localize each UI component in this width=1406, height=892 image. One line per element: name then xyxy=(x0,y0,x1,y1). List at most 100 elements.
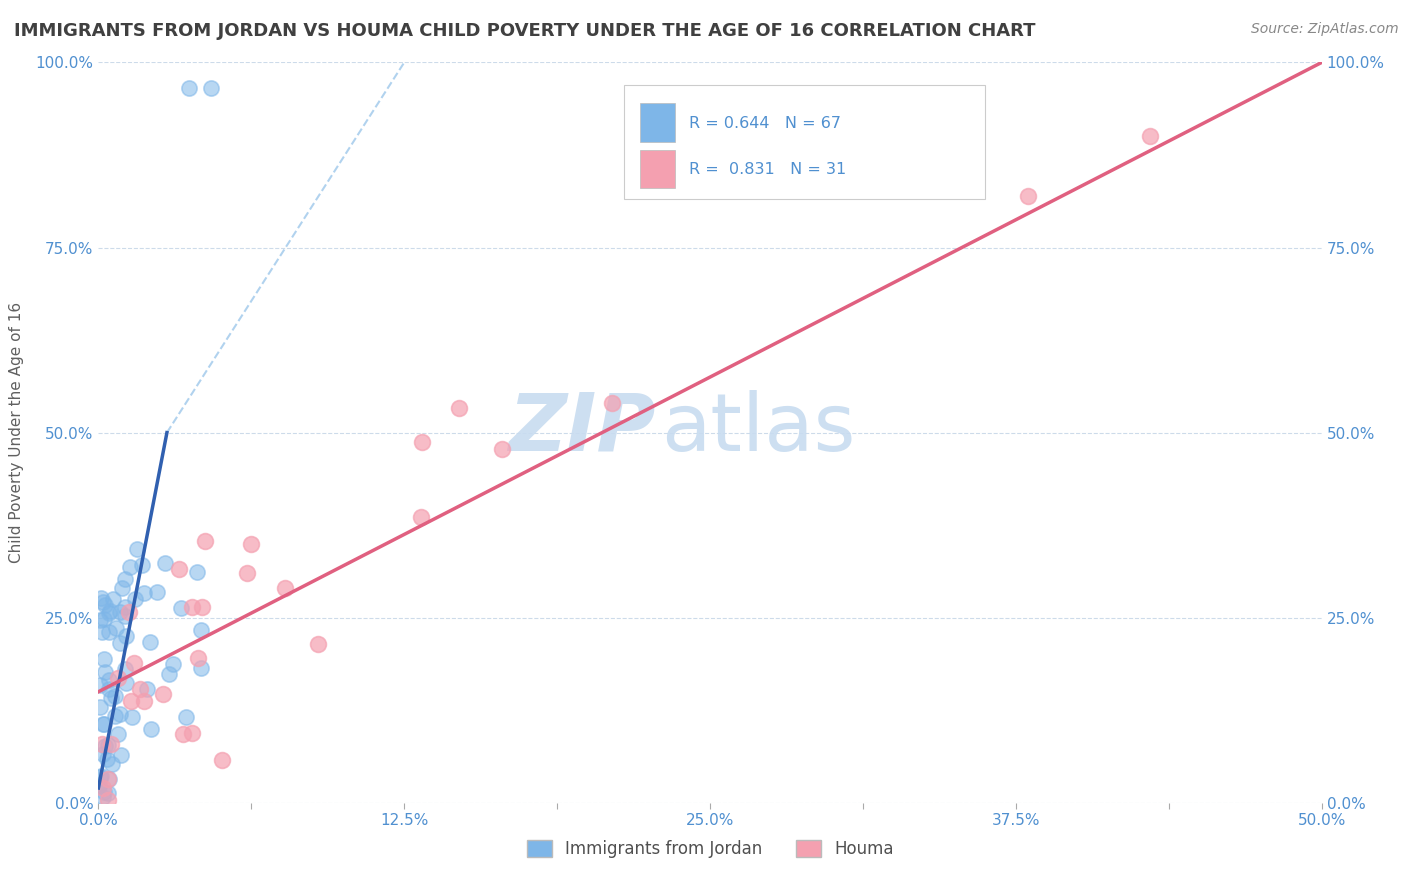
Point xyxy=(93,790,115,805)
Legend: Immigrants from Jordan, Houma: Immigrants from Jordan, Houma xyxy=(520,833,900,865)
Text: R = 0.644   N = 67: R = 0.644 N = 67 xyxy=(689,116,841,130)
Point xyxy=(411,434,433,449)
Point xyxy=(1017,188,1039,202)
Point xyxy=(125,541,148,556)
Point xyxy=(1139,129,1161,144)
Point xyxy=(101,757,124,772)
Point xyxy=(89,678,111,692)
Point xyxy=(447,401,470,415)
Point xyxy=(93,652,115,666)
Point xyxy=(98,673,121,688)
Point xyxy=(132,586,155,600)
Point xyxy=(146,585,169,599)
Point xyxy=(108,635,131,649)
Point xyxy=(162,657,184,672)
Point xyxy=(104,708,127,723)
Point xyxy=(153,557,176,571)
Point xyxy=(108,605,131,619)
Point xyxy=(129,681,152,696)
Bar xyxy=(640,150,675,188)
Point xyxy=(91,624,114,639)
Point xyxy=(91,595,114,609)
Bar xyxy=(640,103,675,142)
Point xyxy=(131,558,153,572)
Point xyxy=(107,727,129,741)
Point xyxy=(98,607,121,621)
Point xyxy=(136,681,159,696)
Point xyxy=(94,739,117,754)
Point xyxy=(114,573,136,587)
Point xyxy=(96,752,118,766)
Point xyxy=(97,738,120,752)
Point xyxy=(90,769,112,783)
Point xyxy=(114,662,136,676)
Point xyxy=(491,442,513,456)
Point xyxy=(89,613,111,627)
Text: ZIP: ZIP xyxy=(508,390,655,468)
Y-axis label: Child Poverty Under the Age of 16: Child Poverty Under the Age of 16 xyxy=(10,302,24,563)
Point xyxy=(114,599,136,614)
Point xyxy=(94,598,117,612)
Point xyxy=(97,793,120,807)
Point xyxy=(115,629,138,643)
Point xyxy=(97,772,120,786)
Point xyxy=(187,651,209,665)
Point xyxy=(186,565,208,579)
Point xyxy=(236,566,259,581)
Point xyxy=(89,699,111,714)
Point xyxy=(172,727,194,741)
Text: IMMIGRANTS FROM JORDAN VS HOUMA CHILD POVERTY UNDER THE AGE OF 16 CORRELATION CH: IMMIGRANTS FROM JORDAN VS HOUMA CHILD PO… xyxy=(14,22,1036,40)
Point xyxy=(93,785,115,799)
Point xyxy=(110,706,132,721)
Point xyxy=(152,687,174,701)
Point xyxy=(104,689,127,703)
FancyBboxPatch shape xyxy=(624,85,986,200)
Point xyxy=(157,667,180,681)
Point xyxy=(600,396,623,410)
Point xyxy=(177,81,200,95)
Point xyxy=(120,694,142,708)
Point xyxy=(94,665,117,680)
Text: atlas: atlas xyxy=(661,390,855,468)
Point xyxy=(174,709,197,723)
Point xyxy=(139,635,162,649)
Point xyxy=(120,560,142,574)
Text: R =  0.831   N = 31: R = 0.831 N = 31 xyxy=(689,162,846,178)
Point xyxy=(93,717,115,731)
Point xyxy=(107,671,129,685)
Point xyxy=(97,624,120,639)
Point xyxy=(139,723,162,737)
Point xyxy=(101,591,124,606)
Point xyxy=(97,786,120,800)
Point xyxy=(90,737,112,751)
Point xyxy=(181,600,204,615)
Point xyxy=(118,605,141,619)
Point xyxy=(89,778,111,792)
Point xyxy=(169,562,191,576)
Point xyxy=(190,623,212,637)
Point xyxy=(115,676,138,690)
Point xyxy=(200,81,222,95)
Point xyxy=(91,780,114,795)
Point xyxy=(191,600,214,615)
Point xyxy=(124,591,146,606)
Point xyxy=(211,753,233,767)
Point xyxy=(274,582,297,596)
Point xyxy=(100,691,122,706)
Text: Source: ZipAtlas.com: Source: ZipAtlas.com xyxy=(1251,22,1399,37)
Point xyxy=(307,637,329,651)
Point xyxy=(411,510,433,524)
Point xyxy=(98,604,121,618)
Point xyxy=(180,726,202,740)
Point xyxy=(194,534,217,549)
Point xyxy=(93,612,115,626)
Point xyxy=(91,716,114,731)
Point xyxy=(93,747,115,761)
Point xyxy=(100,737,122,751)
Point xyxy=(97,681,120,696)
Point xyxy=(134,694,156,708)
Point xyxy=(114,609,136,624)
Point xyxy=(105,621,128,635)
Point xyxy=(190,661,212,675)
Point xyxy=(240,536,263,550)
